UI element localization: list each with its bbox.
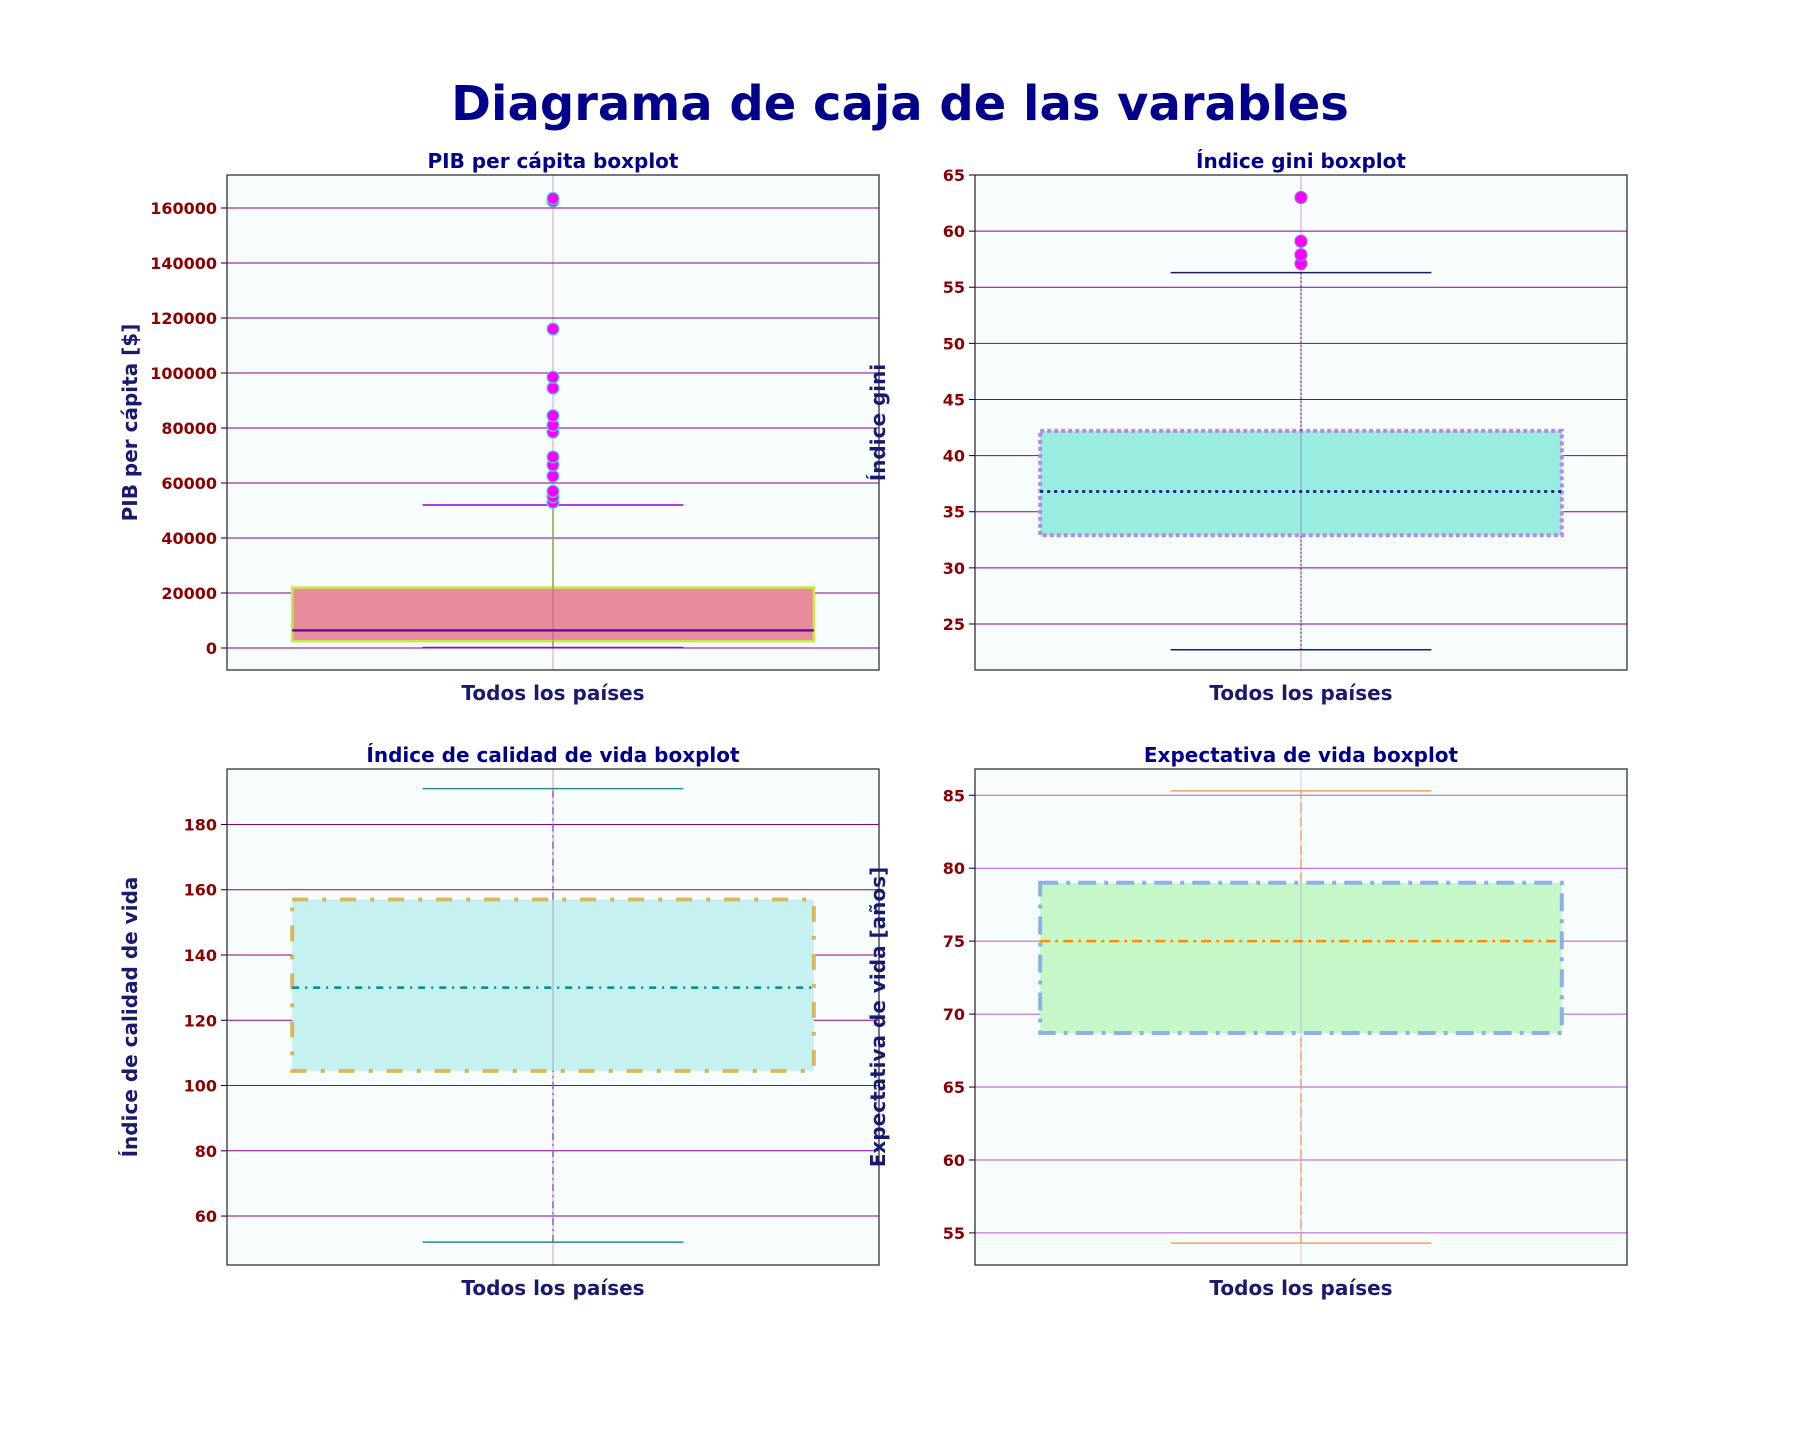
y-tick-label: 60000 xyxy=(161,474,217,493)
plot-frame xyxy=(226,768,880,1266)
subplot-title: Índice gini boxplot xyxy=(1196,149,1406,173)
y-tick-label: 65 xyxy=(943,1078,965,1097)
y-tick-label: 140 xyxy=(184,946,217,965)
y-tick-label: 160000 xyxy=(150,199,217,218)
y-tick-label: 80000 xyxy=(161,419,217,438)
y-tick-label: 45 xyxy=(943,390,965,409)
y-tick-label: 20000 xyxy=(161,584,217,603)
subplot-title: PIB per cápita boxplot xyxy=(428,149,679,173)
y-tick-label: 120 xyxy=(184,1011,217,1030)
y-tick-label: 0 xyxy=(206,639,217,658)
y-tick-label: 65 xyxy=(943,166,965,185)
outlier-point xyxy=(546,191,560,205)
outlier-point xyxy=(546,450,560,464)
y-tick-label: 60 xyxy=(943,1151,965,1170)
y-axis-label: Índice gini xyxy=(866,364,890,482)
subplot-title: Índice de calidad de vida boxplot xyxy=(366,743,740,767)
y-axis-label: PIB per cápita [$] xyxy=(118,324,142,522)
y-tick-label: 55 xyxy=(943,278,965,297)
y-tick-label: 80 xyxy=(943,859,965,878)
y-tick-label: 60 xyxy=(195,1207,217,1226)
y-tick-label: 100000 xyxy=(150,364,217,383)
plot-frame xyxy=(974,768,1628,1266)
outlier-point xyxy=(546,469,560,483)
y-tick-label: 30 xyxy=(943,559,965,578)
y-axis-label: Expectativa de vida [años] xyxy=(866,867,890,1167)
y-tick-label: 40 xyxy=(943,447,965,466)
x-axis-label: Todos los países xyxy=(1209,1276,1392,1300)
y-tick-label: 50 xyxy=(943,334,965,353)
y-tick-label: 180 xyxy=(184,815,217,834)
outlier-point xyxy=(546,381,560,395)
y-tick-label: 80 xyxy=(195,1142,217,1161)
x-axis-label: Todos los países xyxy=(461,1276,644,1300)
outlier-point xyxy=(546,370,560,384)
outlier-point xyxy=(546,322,560,336)
subplot-3: 60 80 100 120 140 160 180 Índice de calidad de … xyxy=(118,743,880,1300)
y-tick-label: 55 xyxy=(943,1224,965,1243)
outlier-point xyxy=(1294,234,1308,248)
y-tick-label: 75 xyxy=(943,932,965,951)
plot-frame xyxy=(226,174,880,671)
subplot-1: 0 20000 40000 60000 80000 100000 120000 140000 1… xyxy=(118,149,880,705)
y-tick-label: 85 xyxy=(943,786,965,805)
outlier-point xyxy=(546,484,560,498)
y-tick-label: 60 xyxy=(943,222,965,241)
outlier-point xyxy=(1294,190,1308,205)
y-tick-label: 140000 xyxy=(150,254,217,273)
y-tick-label: 40000 xyxy=(161,529,217,548)
y-tick-label: 70 xyxy=(943,1005,965,1024)
x-axis-label: Todos los países xyxy=(461,681,644,705)
outlier-point xyxy=(546,409,560,423)
y-tick-label: 160 xyxy=(184,881,217,900)
y-tick-label: 100 xyxy=(184,1077,217,1096)
outlier-point xyxy=(1294,248,1308,262)
subplot-title: Expectativa de vida boxplot xyxy=(1144,743,1459,767)
y-tick-label: 25 xyxy=(943,615,965,634)
y-axis-label: Índice de calidad de vida xyxy=(118,877,142,1158)
plot-frame xyxy=(974,174,1628,671)
x-axis-label: Todos los países xyxy=(1209,681,1392,705)
figure-suptitle: Diagrama de caja de las varables xyxy=(451,76,1349,132)
y-tick-label: 120000 xyxy=(150,309,217,328)
y-tick-label: 35 xyxy=(943,503,965,522)
subplot-4: 55 60 65 70 75 80 85 Expectativa de vida boxplo… xyxy=(866,743,1628,1300)
subplot-2: 25 30 35 40 45 50 55 60 65 Índice gini boxplot Tod… xyxy=(866,149,1628,705)
